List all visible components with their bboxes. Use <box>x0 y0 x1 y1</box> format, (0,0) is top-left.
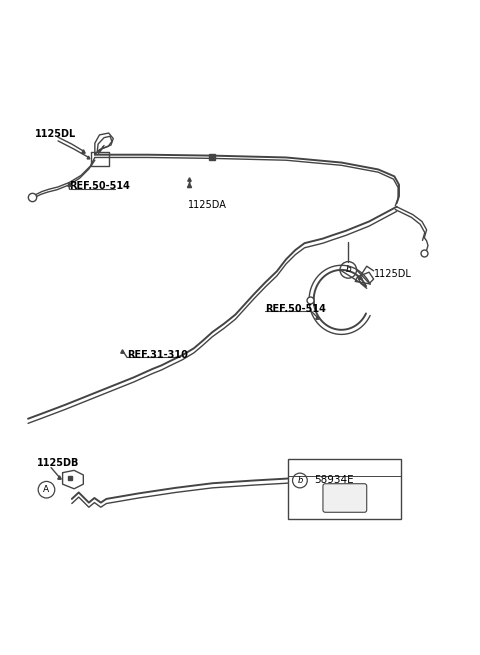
Text: 1125DL: 1125DL <box>373 269 411 279</box>
Text: 58934E: 58934E <box>314 476 353 485</box>
FancyBboxPatch shape <box>288 459 401 519</box>
Text: REF.50-514: REF.50-514 <box>70 181 131 191</box>
Text: 1125DB: 1125DB <box>37 458 80 468</box>
Text: REF.50-514: REF.50-514 <box>265 304 326 314</box>
Text: 1125DL: 1125DL <box>35 128 76 138</box>
Text: b: b <box>346 265 351 274</box>
FancyBboxPatch shape <box>323 483 367 512</box>
Text: 1125DA: 1125DA <box>188 200 227 210</box>
Text: REF.31-310: REF.31-310 <box>127 350 188 360</box>
Text: A: A <box>43 485 49 495</box>
Text: b: b <box>297 476 302 485</box>
